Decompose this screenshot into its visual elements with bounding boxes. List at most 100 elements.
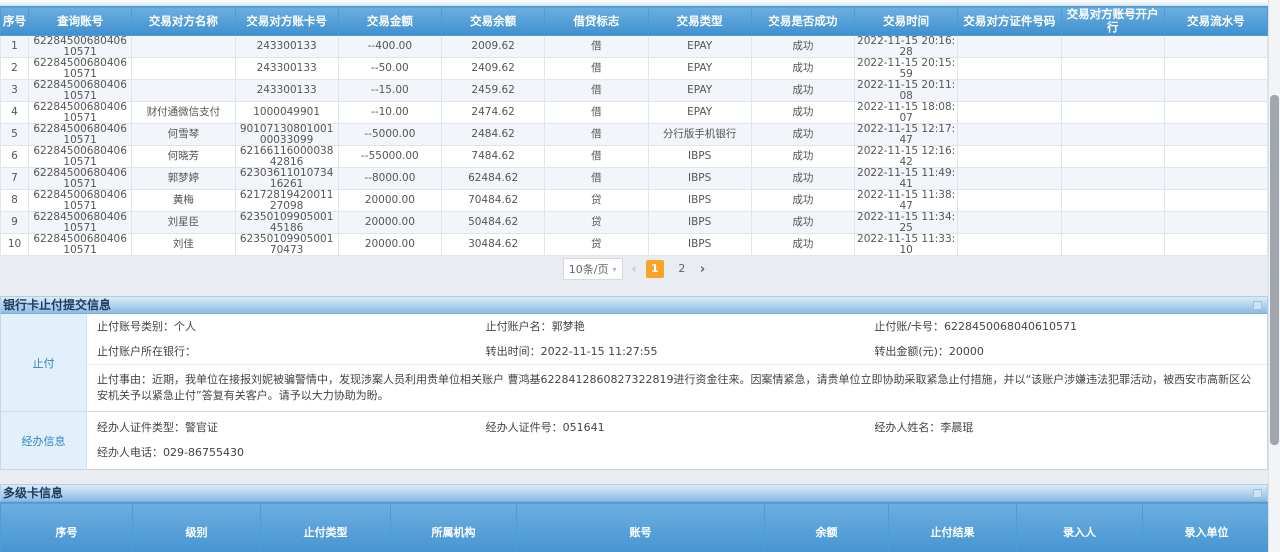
table-cell	[1163, 211, 1269, 234]
table-cell: IBPS	[647, 211, 752, 234]
column-header: 借贷标志	[544, 6, 649, 36]
table-cell	[957, 57, 1062, 80]
table-cell: 借	[544, 57, 649, 80]
table-cell: 贷	[544, 211, 649, 234]
table-cell	[957, 79, 1062, 102]
table-cell: 20000.00	[337, 233, 443, 256]
table-cell: 贷	[544, 189, 649, 212]
table-cell: 6228450068040610571	[27, 123, 133, 146]
account-category-field: 止付账号类别：个人	[97, 320, 196, 333]
section-title: 银行卡止付提交信息	[3, 298, 112, 312]
page-button-2[interactable]: 2	[678, 262, 686, 275]
table-cell: 2009.62	[440, 35, 546, 58]
field-row: 止付账户所在银行： 转出时间：2022-11-15 11:27:55 转出金额(…	[87, 339, 1267, 364]
table-cell: 借	[544, 123, 649, 146]
table-cell: 2022-11-15 11:49:41	[853, 167, 959, 190]
column-header: 交易金额	[337, 6, 443, 36]
stop-payment-row: 止付 止付账号类别：个人 止付账户名：郭梦艳 止付账/卡号：6228450068…	[1, 314, 1267, 411]
account-bank-field: 止付账户所在银行：	[97, 345, 196, 358]
top-strip	[0, 0, 1268, 6]
column-header: 交易时间	[853, 6, 959, 36]
table-cell: 62484.62	[440, 167, 546, 190]
table-cell: --15.00	[337, 79, 443, 102]
column-header: 所属机构	[390, 502, 517, 552]
table-cell: 借	[544, 145, 649, 168]
transfer-time-field: 转出时间：2022-11-15 11:27:55	[485, 345, 658, 358]
column-header: 交易流水号	[1163, 6, 1269, 36]
column-header: 录入人	[1016, 502, 1143, 552]
vertical-scrollbar[interactable]	[1268, 0, 1280, 552]
collapse-icon[interactable]	[1253, 489, 1262, 498]
table-cell	[1163, 123, 1269, 146]
table-cell: 借	[544, 167, 649, 190]
column-header: 交易对方账卡号	[234, 6, 339, 36]
table-cell: 成功	[750, 101, 856, 124]
table-cell: --50.00	[337, 57, 443, 80]
column-header: 级别	[132, 502, 261, 552]
card-number-field: 止付账/卡号：6228450068040610571	[874, 320, 1078, 333]
stop-payment-group-label: 止付	[1, 314, 87, 411]
page-size-select[interactable]: 10条/页 ▾	[562, 258, 623, 280]
table-cell	[1060, 57, 1165, 80]
prev-page-button[interactable]: ‹	[631, 261, 637, 277]
table-cell	[131, 35, 236, 58]
table-cell	[1163, 79, 1269, 102]
table-cell: 何雪琴	[131, 123, 236, 146]
chevron-down-icon: ▾	[612, 264, 617, 274]
table-cell: --5000.00	[337, 123, 443, 146]
table-cell: 2022-11-15 12:16:42	[853, 145, 959, 168]
table-cell: EPAY	[647, 101, 752, 124]
table-cell: 2022-11-15 11:38:47	[853, 189, 959, 212]
table-cell: 郭梦婷	[131, 167, 236, 190]
table-cell	[957, 145, 1062, 168]
header-row: 序号 查询账号 交易对方名称 交易对方账卡号 交易金额 交易余额 借贷标志 交易类型 交易是否成…	[0, 6, 1269, 36]
table-cell: 6235010990500145186	[234, 211, 339, 234]
table-cell: 财付通微信支付	[131, 101, 236, 124]
column-header: 交易是否成功	[750, 6, 856, 36]
table-cell: 6	[0, 145, 29, 168]
table-cell: 50484.62	[440, 211, 546, 234]
table-row: 4 6228450068040610571 财付通微信支付 1000049901 --1…	[0, 101, 1269, 124]
table-row: 1 6228450068040610571 243300133 --400.00 200…	[0, 35, 1269, 58]
scrollbar-thumb[interactable]	[1270, 95, 1279, 445]
table-cell: 1000049901	[234, 101, 339, 124]
table-cell	[1060, 189, 1165, 212]
table-cell	[1060, 145, 1165, 168]
table-cell: 9010713080100100033099	[234, 123, 339, 146]
table-cell	[957, 167, 1062, 190]
table-cell: EPAY	[647, 35, 752, 58]
stop-payment-panel: 止付 止付账号类别：个人 止付账户名：郭梦艳 止付账/卡号：6228450068…	[0, 314, 1268, 470]
table-row: 6 6228450068040610571 何晓芳 62166116000038428…	[0, 145, 1269, 168]
table-cell: 6230361101073416261	[234, 167, 339, 190]
handler-phone-field: 经办人电话：029-86755430	[97, 446, 244, 459]
table-cell: 2022-11-15 20:16:28	[853, 35, 959, 58]
table-cell: 2459.62	[440, 79, 546, 102]
next-page-button[interactable]: ›	[699, 261, 706, 277]
field-row: 止付账号类别：个人 止付账户名：郭梦艳 止付账/卡号：6228450068040…	[87, 314, 1267, 339]
column-header: 交易对方账号开户行	[1060, 6, 1165, 36]
table-row: 5 6228450068040610571 何雪琴 90107130801001000…	[0, 123, 1269, 146]
table-row: 7 6228450068040610571 郭梦婷 62303611010734162…	[0, 167, 1269, 190]
column-header: 交易类型	[647, 6, 752, 36]
column-header: 序号	[0, 6, 29, 36]
table-cell: 6228450068040610571	[27, 167, 133, 190]
collapse-icon[interactable]	[1253, 301, 1262, 310]
table-cell: 刘星臣	[131, 211, 236, 234]
empty-field	[486, 446, 875, 459]
table-cell: 2022-11-15 20:15:59	[853, 57, 959, 80]
column-header: 序号	[0, 502, 133, 552]
page-button-1[interactable]: 1	[645, 260, 664, 278]
table-cell: 6228450068040610571	[27, 145, 133, 168]
handler-info-row: 经办信息 经办人证件类型：警官证 经办人证件号：051641 经办人姓名：李晨琨…	[1, 411, 1267, 469]
table-cell: EPAY	[647, 57, 752, 80]
stop-payment-reason: 止付事由：近期，我单位在接报刘妮被骗警情中，发现涉案人员利用贵单位相关账户 曹鸿…	[87, 364, 1267, 411]
table-cell: 3	[0, 79, 29, 102]
table-cell: 2022-11-15 18:08:07	[853, 101, 959, 124]
table-cell	[1060, 79, 1165, 102]
table-cell: 70484.62	[440, 189, 546, 212]
table-cell: 刘佳	[131, 233, 236, 256]
table-cell: 成功	[750, 79, 856, 102]
empty-field	[874, 446, 1263, 459]
